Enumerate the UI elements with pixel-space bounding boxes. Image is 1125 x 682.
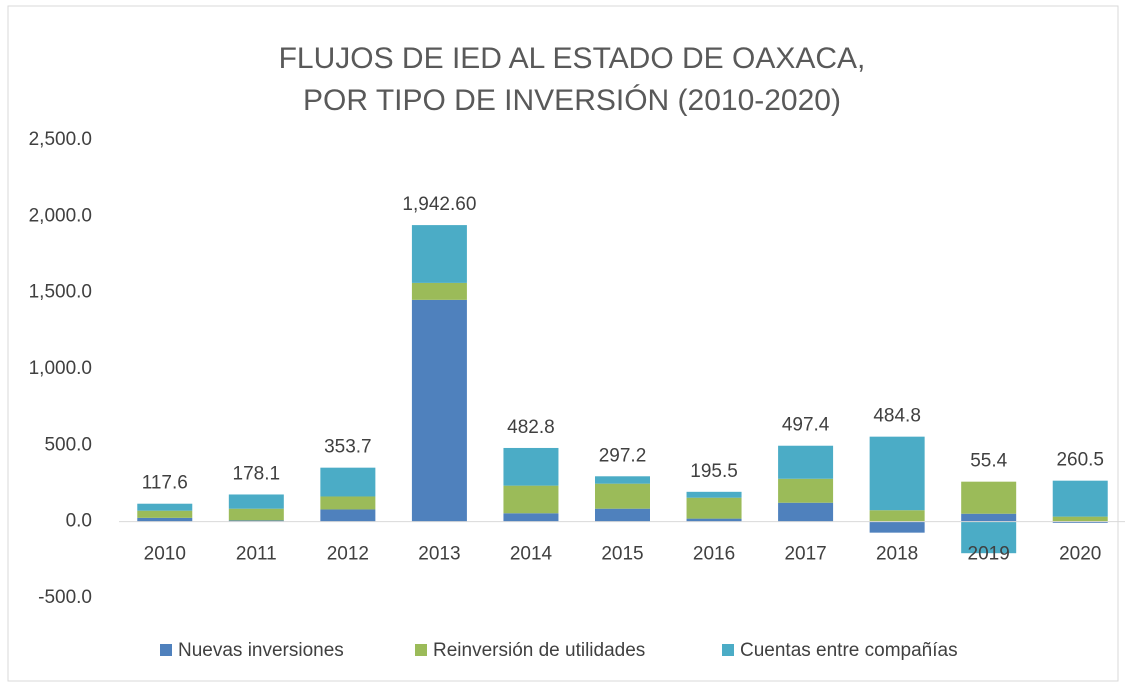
bar-segment <box>228 508 284 521</box>
legend-swatch <box>722 644 734 656</box>
y-tick-label: 500.0 <box>44 434 92 455</box>
bar-segment <box>411 299 467 522</box>
x-tick-label: 2015 <box>601 544 643 565</box>
legend-swatch <box>160 644 172 656</box>
y-tick-label: 1,000.0 <box>29 358 92 379</box>
total-label: 117.6 <box>142 473 188 494</box>
x-tick-label: 2019 <box>968 544 1010 565</box>
legend-label: Reinversión de utilidades <box>433 640 645 661</box>
bar-segment <box>686 491 742 498</box>
bar-segment <box>595 476 650 484</box>
bar-segment <box>595 483 650 509</box>
bar-segment <box>961 513 1017 522</box>
total-label: 1,942.60 <box>402 194 476 215</box>
bar-segment <box>961 521 1017 554</box>
x-tick-label: 2020 <box>1059 544 1101 565</box>
bar-segment <box>869 510 925 522</box>
x-tick-label: 2016 <box>693 544 735 565</box>
bar-segment <box>1052 521 1108 523</box>
bar-segment <box>595 508 650 522</box>
bar-segment <box>503 513 559 522</box>
total-label: 353.7 <box>324 437 372 458</box>
bar-segment <box>869 436 925 511</box>
chart-title: POR TIPO DE INVERSIÓN (2010-2020) <box>303 84 841 117</box>
legend-label: Cuentas entre compañías <box>740 640 958 661</box>
x-tick-label: 2012 <box>327 544 369 565</box>
total-label: 482.8 <box>507 417 555 438</box>
bar-segment <box>137 517 193 522</box>
x-tick-label: 2017 <box>784 544 826 565</box>
bar-segment <box>778 478 834 503</box>
y-tick-label: -500.0 <box>38 587 92 608</box>
y-tick-label: 2,000.0 <box>29 205 92 226</box>
total-label: 178.1 <box>233 463 281 484</box>
bar-segment <box>411 282 467 300</box>
x-tick-label: 2010 <box>144 544 186 565</box>
x-tick-label: 2014 <box>510 544 553 565</box>
legend-swatch <box>415 644 427 656</box>
y-tick-label: 2,500.0 <box>29 129 92 150</box>
bar-segment <box>686 518 742 522</box>
bar-segment <box>228 520 284 522</box>
bar-segment <box>686 497 742 519</box>
bar-segment <box>503 485 559 514</box>
bar-segment <box>320 496 376 510</box>
bar-segment <box>503 447 559 486</box>
bar-segment <box>778 445 834 479</box>
x-tick-label: 2018 <box>876 544 918 565</box>
x-tick-label: 2013 <box>418 544 460 565</box>
bar-segment <box>961 481 1017 514</box>
total-label: 260.5 <box>1056 450 1104 471</box>
total-label: 497.4 <box>782 415 830 436</box>
y-tick-label: 1,500.0 <box>29 282 92 303</box>
bar-segment <box>137 510 193 518</box>
chart-frame <box>7 5 1119 682</box>
bar-segment <box>411 225 467 283</box>
total-label: 195.5 <box>690 461 738 482</box>
total-label: 55.4 <box>970 451 1007 472</box>
bar-segment <box>228 494 284 509</box>
total-label: 297.2 <box>599 445 647 466</box>
bar-segment <box>1052 480 1108 517</box>
x-tick-label: 2011 <box>236 544 277 565</box>
bar-segment <box>137 503 193 511</box>
bar-segment <box>778 502 834 522</box>
bar-segment <box>320 509 376 522</box>
bar-segment <box>1052 516 1108 522</box>
y-tick-label: 0.0 <box>66 511 92 532</box>
bar-segment <box>869 521 925 533</box>
chart-title: FLUJOS DE IED AL ESTADO DE OAXACA, <box>279 42 866 75</box>
legend-label: Nuevas inversiones <box>178 640 344 661</box>
total-label: 484.8 <box>873 406 921 427</box>
bar-segment <box>320 467 376 497</box>
